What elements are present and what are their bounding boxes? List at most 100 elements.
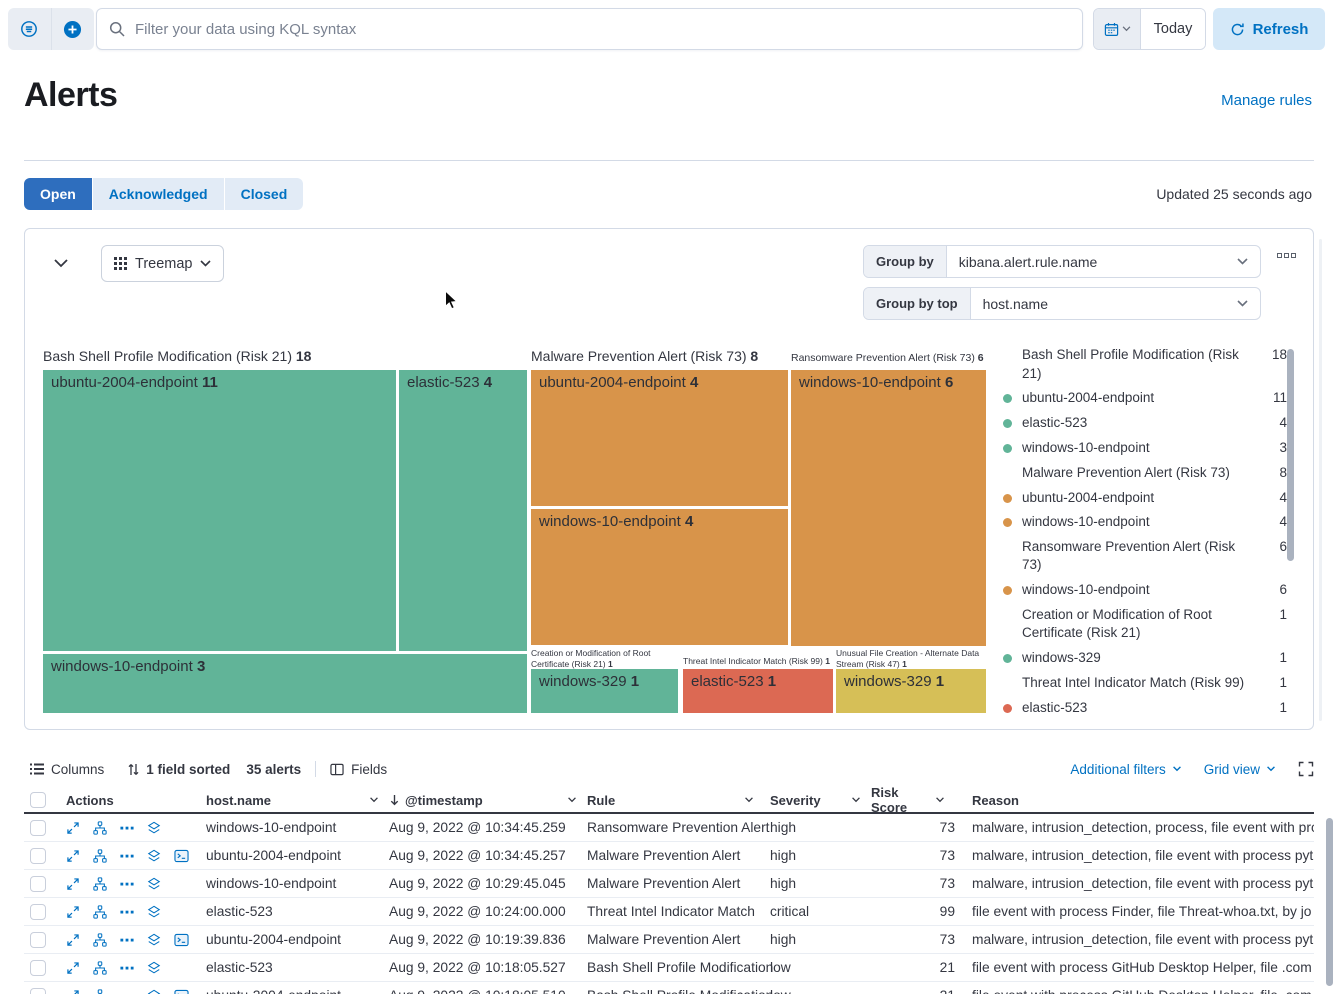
- row-checkbox[interactable]: [30, 819, 46, 836]
- expand-alert-icon[interactable]: [66, 905, 80, 919]
- legend-row[interactable]: Bash Shell Profile Modification (Risk 21…: [995, 343, 1287, 386]
- legend-row[interactable]: elastic-523 1: [995, 696, 1287, 715]
- tab-closed[interactable]: Closed: [224, 178, 304, 210]
- group-by-value[interactable]: kibana.alert.rule.name: [958, 253, 1098, 270]
- rule-cell[interactable]: Bash Shell Profile Modification: [587, 959, 774, 975]
- reason-cell[interactable]: malware, intrusion_detection, file event…: [972, 848, 1314, 863]
- host-name-cell[interactable]: ubuntu-2004-endpoint: [206, 932, 342, 947]
- more-actions-icon[interactable]: [120, 877, 134, 891]
- treemap-tile[interactable]: windows-329 1: [531, 669, 678, 713]
- expand-alert-icon[interactable]: [66, 821, 80, 835]
- analyze-event-icon[interactable]: [93, 820, 107, 835]
- open-session-view-icon[interactable]: [174, 989, 189, 994]
- saved-query-menu-button[interactable]: [8, 8, 51, 50]
- fullscreen-button[interactable]: [1298, 761, 1314, 777]
- host-name-cell[interactable]: windows-10-endpoint: [206, 876, 337, 891]
- treemap-tile[interactable]: elastic-523 4: [399, 370, 527, 651]
- grid-view-button[interactable]: Grid view: [1204, 762, 1276, 777]
- add-filter-button[interactable]: [50, 8, 95, 50]
- rule-cell[interactable]: Malware Prevention Alert: [587, 875, 741, 891]
- manage-rules-link[interactable]: Manage rules: [1221, 92, 1312, 109]
- layers-icon[interactable]: [147, 961, 161, 975]
- chart-type-select[interactable]: Treemap: [101, 245, 225, 282]
- sort-fields-button[interactable]: 1 field sorted: [128, 762, 230, 777]
- reason-cell[interactable]: malware, intrusion_detection, file event…: [972, 876, 1314, 891]
- layers-icon[interactable]: [147, 989, 161, 994]
- more-actions-icon[interactable]: [120, 989, 134, 994]
- treemap-tile[interactable]: ubuntu-2004-endpoint 4: [531, 370, 788, 506]
- legend-row[interactable]: elastic-523 4: [995, 411, 1287, 436]
- more-actions-icon[interactable]: [120, 961, 134, 975]
- expand-alert-icon[interactable]: [66, 877, 80, 891]
- header-timestamp[interactable]: @timestamp: [389, 793, 587, 808]
- legend-row[interactable]: ubuntu-2004-endpoint 11: [995, 386, 1287, 411]
- analyze-event-icon[interactable]: [93, 988, 107, 994]
- collapse-chart-button[interactable]: [49, 251, 73, 275]
- row-checkbox[interactable]: [30, 903, 46, 920]
- layers-icon[interactable]: [147, 933, 161, 947]
- rule-cell[interactable]: Ransomware Prevention Alert: [587, 819, 770, 835]
- expand-alert-icon[interactable]: [66, 849, 80, 863]
- more-actions-icon[interactable]: [120, 905, 134, 919]
- reason-cell[interactable]: malware, intrusion_detection, process, f…: [972, 820, 1314, 835]
- kql-search-input[interactable]: [135, 20, 1070, 38]
- legend-row[interactable]: ubuntu-2004-endpoint 4: [995, 485, 1287, 510]
- reason-cell[interactable]: file event with process GitHub Desktop H…: [972, 960, 1312, 975]
- host-name-cell[interactable]: elastic-523: [206, 904, 273, 919]
- legend-row[interactable]: windows-10-endpoint 3: [995, 436, 1287, 461]
- legend-row[interactable]: Threat Intel Indicator Match (Risk 99) 1: [995, 671, 1287, 696]
- host-name-cell[interactable]: ubuntu-2004-endpoint: [206, 848, 342, 863]
- treemap-tile[interactable]: ubuntu-2004-endpoint 11: [43, 370, 396, 651]
- layers-icon[interactable]: [147, 877, 161, 891]
- date-picker-calendar-button[interactable]: [1094, 9, 1141, 49]
- more-actions-icon[interactable]: [120, 849, 134, 863]
- analyze-event-icon[interactable]: [93, 876, 107, 891]
- row-checkbox[interactable]: [30, 959, 46, 976]
- tab-acknowledged[interactable]: Acknowledged: [92, 178, 224, 210]
- panel-options-icon[interactable]: [1277, 253, 1296, 258]
- select-all-checkbox[interactable]: [30, 792, 46, 808]
- header-risk-score[interactable]: Risk Score: [871, 785, 959, 815]
- more-actions-icon[interactable]: [120, 933, 134, 947]
- rule-cell[interactable]: Malware Prevention Alert: [587, 931, 741, 947]
- analyze-event-icon[interactable]: [93, 904, 107, 919]
- additional-filters-button[interactable]: Additional filters: [1070, 762, 1181, 777]
- legend-row[interactable]: Creation or Modification of Root Certifi…: [995, 603, 1287, 646]
- host-name-cell[interactable]: ubuntu-2004-endpoint: [206, 988, 389, 994]
- reason-cell[interactable]: malware, intrusion_detection, file event…: [972, 932, 1314, 947]
- rule-cell[interactable]: Malware Prevention Alert: [587, 847, 741, 863]
- fields-button[interactable]: Fields: [330, 762, 387, 777]
- header-host-name[interactable]: host.name: [206, 793, 389, 808]
- host-name-cell[interactable]: windows-10-endpoint: [206, 820, 337, 835]
- table-scrollbar[interactable]: [1326, 818, 1333, 986]
- open-session-view-icon[interactable]: [174, 933, 189, 947]
- columns-button[interactable]: Columns: [30, 762, 104, 777]
- layers-icon[interactable]: [147, 821, 161, 835]
- legend-row[interactable]: Malware Prevention Alert (Risk 73) 8: [995, 461, 1287, 486]
- expand-alert-icon[interactable]: [66, 961, 80, 975]
- treemap-tile[interactable]: windows-10-endpoint 4: [531, 509, 788, 645]
- legend-row[interactable]: windows-329 1: [995, 646, 1287, 671]
- open-session-view-icon[interactable]: [174, 849, 189, 863]
- expand-alert-icon[interactable]: [66, 933, 80, 947]
- group-by-top-value[interactable]: host.name: [982, 295, 1048, 312]
- treemap-tile[interactable]: windows-329 1: [836, 669, 986, 713]
- treemap-tile[interactable]: elastic-523 1: [683, 669, 833, 713]
- analyze-event-icon[interactable]: [93, 960, 107, 975]
- treemap-tile[interactable]: windows-10-endpoint 6: [791, 370, 986, 646]
- layers-icon[interactable]: [147, 905, 161, 919]
- more-actions-icon[interactable]: [120, 821, 134, 835]
- row-checkbox[interactable]: [30, 931, 46, 948]
- row-checkbox[interactable]: [30, 875, 46, 892]
- analyze-event-icon[interactable]: [93, 932, 107, 947]
- reason-cell[interactable]: file event with process GitHub Desktop H…: [959, 988, 1314, 994]
- header-rule[interactable]: Rule: [587, 793, 770, 808]
- row-checkbox[interactable]: [30, 987, 46, 994]
- legend-scrollbar[interactable]: [1287, 349, 1294, 561]
- refresh-button[interactable]: Refresh: [1213, 8, 1325, 50]
- legend-row[interactable]: windows-10-endpoint 4: [995, 510, 1287, 535]
- host-name-cell[interactable]: elastic-523: [206, 960, 273, 975]
- tab-open[interactable]: Open: [24, 178, 92, 210]
- reason-cell[interactable]: file event with process Finder, file Thr…: [972, 904, 1312, 919]
- treemap-tile[interactable]: windows-10-endpoint 3: [43, 654, 527, 713]
